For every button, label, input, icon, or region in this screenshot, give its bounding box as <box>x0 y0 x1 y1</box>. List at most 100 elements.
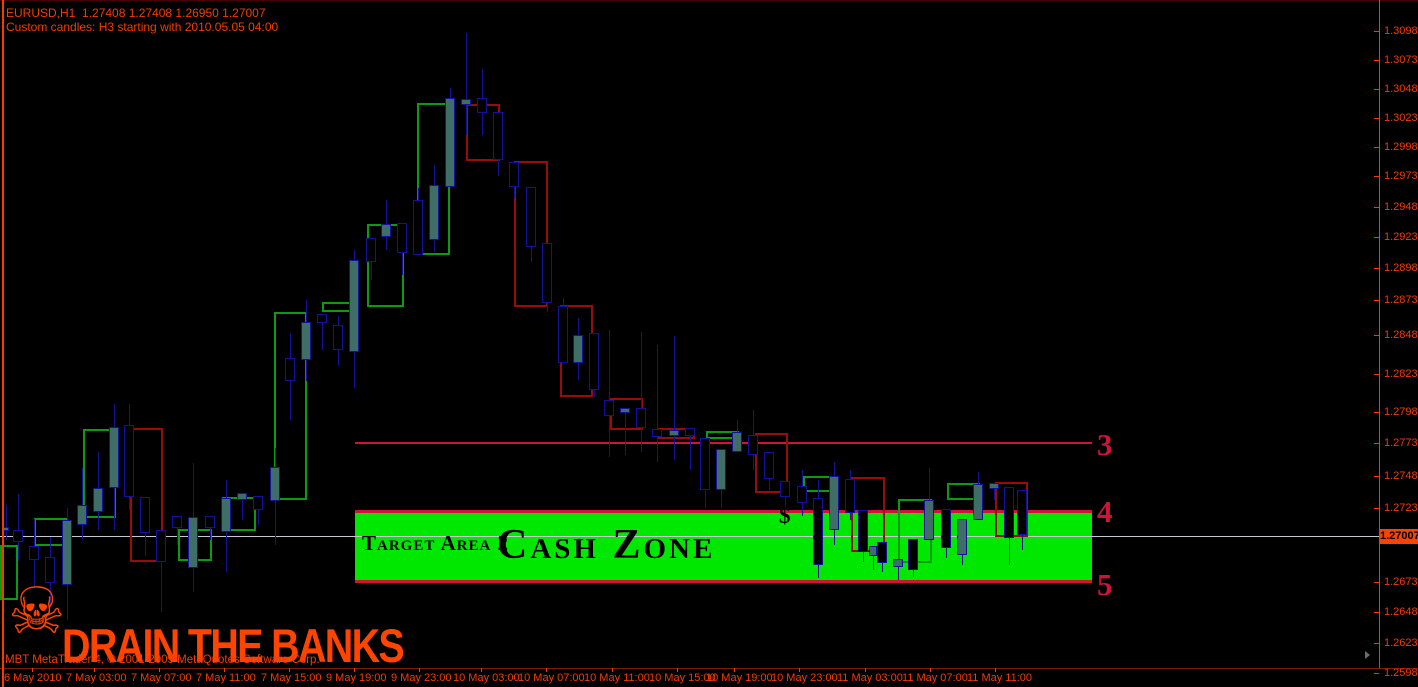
candle <box>221 498 231 532</box>
candle-wick <box>898 559 899 580</box>
candle-wick <box>690 428 691 470</box>
candle-wick <box>609 330 610 457</box>
time-axis-label: 10 May 11:00 <box>584 672 650 684</box>
candle <box>1017 490 1027 535</box>
candle <box>29 546 39 560</box>
candle <box>877 542 887 563</box>
time-axis-label: 10 May 15:00 <box>649 672 716 684</box>
candle-wick <box>82 468 83 540</box>
price-axis-separator <box>1379 0 1380 668</box>
candle <box>748 435 758 455</box>
chart-area[interactable]: Target Area 2 Cash Zone $ 3 4 5 <box>0 0 1379 668</box>
candle <box>589 333 599 390</box>
price-axis-label: 1.26230 <box>1384 637 1418 649</box>
candle <box>509 162 519 187</box>
time-axis-label: 10 May 07:00 <box>518 672 585 684</box>
candle <box>858 510 868 552</box>
time-axis-label: 10 May 19:00 <box>706 672 773 684</box>
candle <box>908 539 918 570</box>
candle <box>1004 487 1014 538</box>
price-axis-tick <box>1374 237 1379 238</box>
candle <box>445 98 455 187</box>
price-axis-label: 1.28735 <box>1384 294 1418 306</box>
time-axis-label: 7 May 03:00 <box>66 672 127 684</box>
candle <box>493 112 503 160</box>
time-axis-tick <box>32 668 33 672</box>
level-3-line[interactable] <box>355 442 1092 444</box>
time-axis-tick <box>799 668 800 672</box>
price-axis[interactable]: 1.30985 1.30735 1.30485 1.30235 1.29985 1.297… <box>1374 0 1418 679</box>
price-axis-tick <box>1374 147 1379 148</box>
candle <box>349 260 359 352</box>
time-axis-label: 10 May 23:00 <box>771 672 838 684</box>
candle <box>45 557 55 583</box>
candle <box>477 98 487 113</box>
candle <box>941 509 951 548</box>
h3-candle-box <box>755 433 788 493</box>
price-axis-label: 1.27480 <box>1384 470 1418 482</box>
price-axis-label: 1.30735 <box>1384 54 1418 66</box>
candle <box>893 559 903 567</box>
candle-wick <box>242 493 243 520</box>
dollar-marker: $ <box>779 503 791 528</box>
candle <box>604 400 614 416</box>
time-axis-tick <box>224 668 225 672</box>
price-axis-tick <box>1374 673 1379 674</box>
h3-candle-box <box>514 161 548 307</box>
candle <box>869 546 877 556</box>
candle <box>62 520 72 585</box>
candle <box>636 408 646 428</box>
candle <box>700 438 710 490</box>
price-axis-label: 1.30235 <box>1384 112 1418 124</box>
candle <box>924 500 934 540</box>
level-5-label: 5 <box>1097 567 1113 602</box>
time-axis-tick <box>930 668 931 672</box>
price-axis-label: 1.29735 <box>1384 170 1418 182</box>
price-axis-label: 1.27230 <box>1384 502 1418 514</box>
skull-crossbones-icon: ☠ <box>8 575 66 649</box>
time-axis-label: 7 May 11:00 <box>196 672 256 684</box>
candle <box>172 516 182 528</box>
time-axis-label: 11 May 07:00 <box>902 672 968 684</box>
candle <box>526 187 536 247</box>
candle <box>813 498 823 565</box>
zone-target-label: Target Area 2 <box>362 531 510 555</box>
time-axis[interactable]: 6 May 2010 7 May 03:00 7 May 07:00 7 May 11… <box>0 668 1418 687</box>
candle <box>205 516 215 528</box>
time-axis-tick <box>995 668 996 672</box>
time-axis-label: 11 May 03:00 <box>837 672 903 684</box>
candle <box>140 497 150 533</box>
price-axis-label: 1.28985 <box>1384 262 1418 274</box>
price-axis-label: 1.27985 <box>1384 406 1418 418</box>
cash-zone-rectangle[interactable] <box>355 510 1092 583</box>
candle-wick <box>625 408 626 455</box>
price-axis-tick <box>1374 300 1379 301</box>
price-axis-tick <box>1374 89 1379 90</box>
candle-wick <box>322 314 323 350</box>
time-axis-tick <box>865 668 866 672</box>
candle-wick <box>210 516 211 540</box>
candle-wick <box>161 530 162 612</box>
price-axis-label: 1.27735 <box>1384 437 1418 449</box>
candle <box>285 358 295 381</box>
candle <box>366 238 376 262</box>
level-3-label: 3 <box>1097 427 1113 462</box>
candle-wick <box>258 496 259 525</box>
zone-cash-label: Cash Zone <box>497 522 716 568</box>
candle <box>829 476 839 530</box>
candle-wick <box>994 483 995 500</box>
time-axis-tick <box>354 668 355 672</box>
time-axis-tick <box>612 668 613 672</box>
session-start-vline <box>2 0 4 687</box>
candle <box>381 224 391 237</box>
price-axis-tick <box>1374 412 1379 413</box>
price-axis-tick <box>1374 60 1379 61</box>
price-axis-tick <box>1374 443 1379 444</box>
time-axis-label: 9 May 19:00 <box>326 672 387 684</box>
chart-shift-marker <box>1365 651 1370 659</box>
level-4-label: 4 <box>1097 494 1113 529</box>
copyright-text: MBT MetaTrader 4, © 2001-2009 MetaQuotes… <box>5 654 320 666</box>
price-axis-tick <box>1374 508 1379 509</box>
candle <box>397 223 407 253</box>
price-axis-tick <box>1374 118 1379 119</box>
